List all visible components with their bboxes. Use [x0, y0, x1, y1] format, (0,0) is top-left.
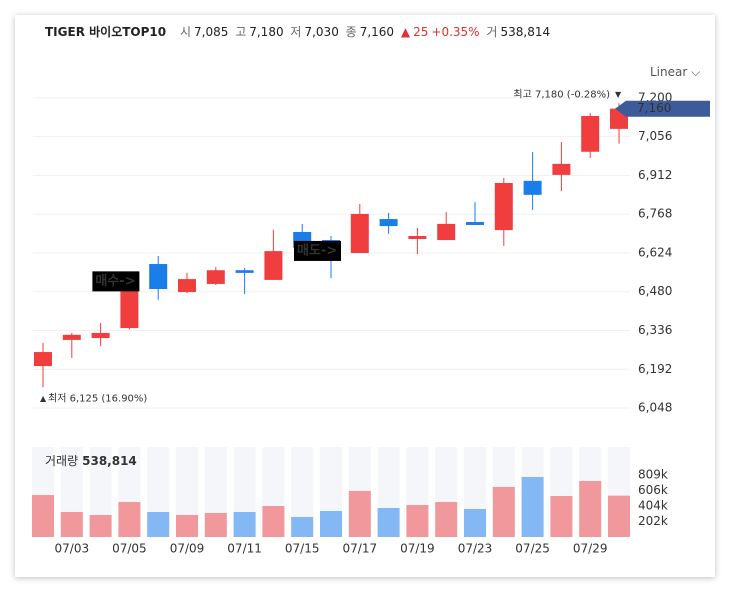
x-tick-label: 07/23	[458, 542, 493, 556]
volume-bar	[521, 477, 544, 537]
volume-bar	[348, 490, 371, 537]
label: 시	[179, 25, 191, 39]
volume-bar	[579, 480, 602, 537]
volume-bar	[118, 502, 141, 537]
volume-bar	[291, 516, 314, 537]
label: 고	[235, 25, 247, 39]
candle-body	[91, 332, 110, 339]
candle-body	[466, 222, 484, 225]
volume-bar	[377, 507, 400, 537]
value: 7,160	[359, 25, 395, 39]
y-tick-label: 6,480	[638, 284, 672, 298]
low-annotation: 최저 6,125 (16.90%)	[48, 392, 147, 404]
candle-body	[235, 270, 254, 273]
volume-bar	[147, 511, 170, 537]
up-arrow: ▲	[400, 25, 411, 39]
volume-label: 거래량 538,814	[45, 454, 137, 468]
candle-body	[34, 352, 52, 367]
volume-column-bg	[176, 447, 198, 537]
volume-tick-label: 606k	[638, 483, 668, 497]
label: 저	[290, 25, 302, 39]
candle-body	[552, 163, 571, 175]
x-tick-label: 07/29	[573, 542, 608, 556]
y-tick-label: 6,192	[638, 362, 672, 376]
value: 7,085	[194, 25, 229, 39]
volume-bar	[204, 512, 227, 537]
volume-bar	[406, 505, 429, 537]
value: 7,180	[249, 25, 284, 39]
quote-header: TIGER 바이오TOP10 시 7,085 고 7,180 저 7,030 종 7,1…	[45, 23, 553, 40]
y-tick-label: 6,624	[638, 245, 672, 259]
title: TIGER 바이오TOP10	[45, 25, 167, 39]
price-tag-label: 7,160	[637, 101, 671, 115]
volume-tick-label: 809k	[638, 467, 668, 481]
candle-body	[178, 279, 196, 293]
volume-value: 538,814	[82, 454, 137, 468]
volume-bar	[608, 495, 630, 537]
volume-bar	[32, 495, 54, 537]
y-tick-label: 6,336	[638, 323, 672, 337]
y-tick-label: 6,912	[638, 168, 672, 182]
candle-body	[523, 180, 542, 195]
trade-annotation-box	[294, 240, 341, 261]
volume-bar	[262, 506, 285, 537]
x-tick-label: 07/25	[515, 542, 550, 556]
volume-column-bg	[89, 447, 112, 537]
volume-name: 거래량	[45, 454, 78, 468]
scale-label: Linear	[650, 65, 688, 79]
candle-body	[62, 334, 81, 340]
trade-annotation: 매수->	[95, 274, 135, 289]
volume-tick-label: 202k	[638, 514, 668, 528]
value: 7,030	[304, 25, 339, 39]
high-arrow: ▼	[615, 90, 622, 99]
x-tick-label: 07/03	[55, 542, 90, 556]
x-tick-label: 07/19	[400, 542, 435, 556]
volume-bar	[464, 508, 486, 537]
x-tick-label: 07/15	[285, 542, 320, 556]
change: 25	[413, 25, 429, 39]
candle-body	[120, 286, 139, 329]
candle-body	[437, 223, 456, 241]
volume-bar	[176, 514, 198, 537]
volume-bar	[435, 502, 458, 537]
y-tick-label: 6,048	[638, 401, 672, 415]
x-tick-label: 07/11	[227, 542, 262, 556]
candle-body	[206, 270, 225, 284]
high-annotation: 최고 7,180 (-0.28%)	[513, 88, 610, 100]
low-arrow: ▲	[40, 394, 47, 403]
candle-body	[494, 182, 513, 231]
trade-annotation: 매도->	[297, 243, 337, 258]
label: 종	[345, 25, 357, 39]
change-pct: +0.35%	[431, 25, 480, 39]
candle-body	[149, 264, 168, 290]
candle-body	[581, 115, 600, 152]
candle-body	[264, 251, 283, 280]
volume-bar	[320, 510, 342, 537]
price-tag	[615, 100, 710, 117]
y-tick-label: 7,056	[638, 129, 672, 143]
candle-body	[350, 213, 369, 253]
candle-body	[408, 236, 427, 239]
volume-bar	[550, 496, 573, 537]
x-tick-label: 07/17	[343, 542, 378, 556]
volume-bar	[233, 511, 256, 537]
candle-body	[379, 219, 398, 227]
volume-bar	[492, 486, 515, 537]
x-tick-label: 07/09	[170, 542, 205, 556]
volume-bar	[60, 511, 83, 537]
trade-annotation-box	[92, 271, 140, 292]
scale-dropdown[interactable]: Linear ⌵	[650, 65, 701, 79]
value: 538,814	[500, 25, 551, 39]
volume-tick-label: 404k	[638, 499, 668, 513]
y-tick-label: 6,768	[638, 207, 672, 221]
volume-bar	[89, 514, 112, 537]
volume-column-bg	[291, 447, 314, 537]
x-tick-label: 07/05	[112, 542, 147, 556]
label: 거	[486, 25, 498, 39]
